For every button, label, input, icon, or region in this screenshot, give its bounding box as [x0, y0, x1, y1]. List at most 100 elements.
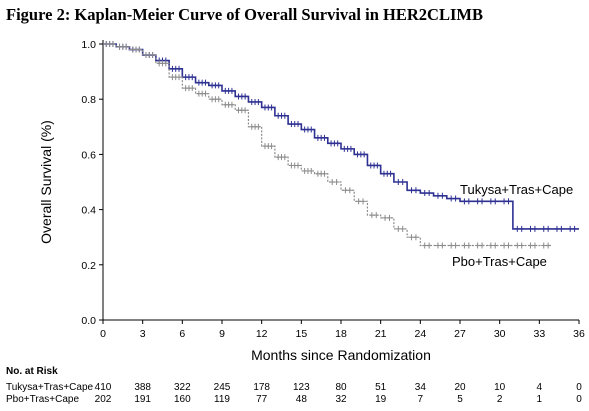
x-tick-label: 33: [533, 328, 545, 340]
censor-mark: [545, 225, 551, 232]
censor-mark: [176, 65, 182, 72]
censor-mark: [347, 187, 353, 194]
censor-mark: [435, 242, 441, 249]
censor-mark: [479, 198, 485, 205]
risk-count: 245: [214, 382, 231, 393]
censor-mark: [342, 187, 348, 194]
censor-mark: [329, 179, 335, 185]
risk-count: 0: [576, 382, 582, 393]
censor-mark: [123, 43, 129, 50]
censor-mark: [479, 242, 485, 249]
censor-mark: [541, 225, 547, 232]
risk-count: 10: [494, 382, 506, 393]
censor-mark: [488, 198, 494, 205]
censor-mark: [501, 198, 507, 205]
risk-count: 178: [253, 382, 270, 393]
censor-mark: [541, 242, 547, 249]
y-tick-label: 0.6: [81, 149, 96, 161]
km-curve-pbo: [103, 43, 553, 247]
risk-count: 410: [95, 382, 112, 393]
x-tick-label: 0: [100, 328, 106, 340]
risk-count: 0: [576, 394, 582, 405]
censor-mark: [242, 107, 248, 114]
risk-count: 119: [214, 394, 230, 405]
censor-mark: [295, 121, 301, 128]
censor-mark: [269, 104, 275, 111]
risk-count: 388: [134, 382, 151, 393]
censor-mark: [558, 225, 564, 232]
censor-mark: [229, 87, 235, 94]
censor-mark: [532, 242, 538, 249]
x-tick-label: 18: [335, 328, 347, 340]
censor-mark: [466, 242, 472, 249]
y-tick-label: 0.8: [81, 94, 96, 106]
x-tick-label: 24: [414, 328, 426, 340]
risk-count: 20: [454, 382, 466, 393]
risk-count: 5: [457, 394, 463, 405]
risk-count: 51: [375, 382, 387, 393]
censor-mark: [572, 225, 578, 232]
censor-mark: [400, 225, 406, 232]
censor-mark: [448, 195, 454, 202]
censor-mark: [453, 195, 459, 202]
censor-mark: [386, 214, 392, 221]
censor-mark: [519, 225, 525, 232]
censor-mark: [461, 198, 467, 205]
censor-mark: [356, 198, 362, 205]
chart-curves: [103, 41, 579, 249]
risk-count: 191: [134, 394, 151, 405]
censor-mark: [282, 154, 288, 161]
censor-mark: [369, 212, 375, 219]
risk-count: 322: [174, 382, 191, 393]
censor-mark: [229, 101, 235, 108]
series-label-tukysa: Tukysa+Tras+Cape: [460, 182, 573, 197]
risk-count: 32: [335, 394, 347, 405]
censor-mark: [382, 214, 388, 221]
risk-count: 202: [95, 394, 112, 405]
x-tick-label: 21: [375, 328, 387, 340]
censor-mark: [475, 198, 481, 205]
risk-count: 34: [415, 382, 427, 393]
figure-title: Figure 2: Kaplan-Meier Curve of Overall …: [6, 5, 483, 24]
censor-mark: [335, 140, 341, 147]
censor-mark: [435, 192, 441, 199]
censor-mark: [492, 198, 498, 205]
censor-mark: [439, 242, 445, 249]
censor-mark: [163, 60, 169, 67]
censor-mark: [374, 162, 380, 169]
censor-mark: [150, 52, 156, 59]
censor-mark: [360, 198, 366, 205]
censor-mark: [475, 242, 481, 249]
censor-mark: [453, 242, 459, 249]
series-label-pbo: Pbo+Tras+Cape: [452, 254, 547, 269]
censor-mark: [448, 242, 454, 249]
x-tick-label: 36: [573, 328, 585, 340]
x-tick-label: 6: [179, 328, 185, 340]
x-tick-label: 12: [256, 328, 268, 340]
y-axis-label: Overall Survival (%): [38, 120, 54, 244]
risk-count: 123: [293, 382, 310, 393]
censor-mark: [505, 242, 511, 249]
censor-mark: [514, 242, 520, 249]
censor-mark: [321, 134, 327, 141]
censor-mark: [461, 242, 467, 249]
censor-mark: [308, 126, 314, 133]
censor-mark: [334, 179, 340, 185]
censor-mark: [308, 167, 314, 174]
censor-mark: [189, 85, 195, 92]
censor-mark: [136, 46, 142, 53]
censor-mark: [388, 170, 394, 177]
censor-mark: [492, 242, 498, 249]
y-tick-label: 1.0: [81, 39, 96, 51]
censor-mark: [373, 212, 379, 219]
censor-mark: [282, 112, 288, 119]
censor-mark: [255, 98, 261, 105]
censor-mark: [528, 225, 534, 232]
censor-mark: [202, 79, 208, 86]
x-axis-label: Months since Randomization: [251, 347, 431, 363]
censor-mark: [400, 179, 406, 185]
risk-table-heading: No. at Risk: [6, 366, 58, 377]
censor-mark: [514, 225, 520, 232]
risk-count: 160: [174, 394, 191, 405]
